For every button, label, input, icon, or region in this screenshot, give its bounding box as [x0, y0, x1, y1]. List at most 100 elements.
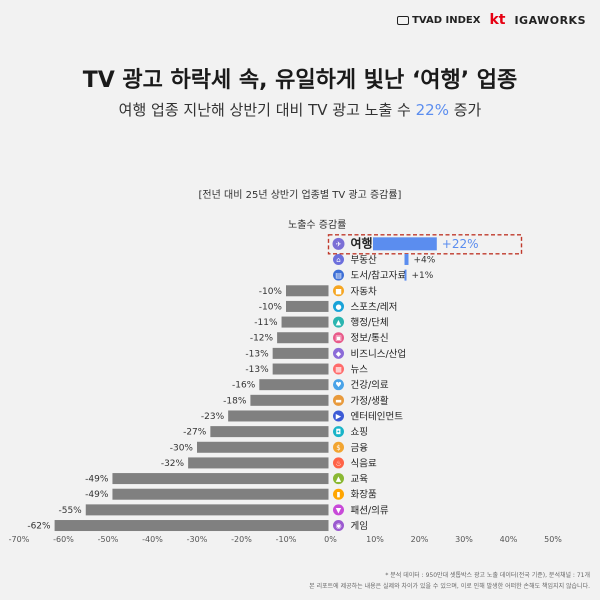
x-tick-label: -70%: [9, 535, 30, 544]
bar: [112, 488, 329, 500]
heart-icon-glyph: ♥: [335, 381, 341, 389]
book-icon: [333, 269, 344, 281]
value-label: -13%: [245, 365, 269, 375]
footnote-data-source: * 분석 데이터 : 950만대 셋톱박스 광고 노출 데이터(전국 기준), …: [385, 572, 590, 579]
x-tick-label: -10%: [276, 535, 297, 544]
bag-icon-glyph: ◘: [336, 428, 342, 436]
bar: [85, 504, 329, 516]
x-tick-label: 50%: [544, 535, 562, 544]
building-icon: [333, 316, 344, 328]
category-label: 정보/통신: [351, 333, 389, 344]
plane-icon-glyph: ✈: [336, 240, 342, 248]
news-icon: [333, 363, 344, 375]
value-label: -32%: [161, 459, 185, 469]
bar: [281, 316, 329, 328]
bar: [250, 394, 329, 406]
value-label: -12%: [250, 334, 274, 344]
category-label: 여행: [351, 235, 373, 250]
bar: [210, 426, 329, 438]
x-tick-label: -20%: [231, 535, 252, 544]
tvad-index-text: TVAD INDEX: [412, 14, 481, 26]
page-title: TV 광고 하락세 속, 유일하게 빛난 ‘여행’ 업종: [82, 68, 518, 93]
ball-icon: [333, 300, 344, 312]
bag-icon: [333, 426, 344, 438]
value-label: -10%: [259, 302, 283, 312]
gamepad-icon-glyph: ◉: [335, 522, 341, 530]
category-label: 교육: [351, 474, 369, 485]
shirt-icon-glyph: ▼: [336, 506, 342, 514]
value-label: -27%: [183, 428, 207, 438]
bar: [54, 520, 329, 532]
value-label: -13%: [245, 349, 269, 359]
subtitle-prefix: 여행 업종 지난해 상반기 대비 TV 광고 노출 수: [118, 101, 416, 119]
bar: [228, 410, 329, 422]
heart-icon: [333, 379, 344, 391]
value-label: -62%: [27, 522, 51, 532]
x-tick-label: 10%: [366, 535, 384, 544]
category-label: 식음료: [351, 458, 377, 469]
value-label: +22%: [442, 237, 479, 251]
gamepad-icon: [333, 520, 344, 532]
bar: [373, 237, 437, 251]
category-label: 금융: [351, 443, 369, 454]
logo-group: TVAD INDEX kt IGAWORKS: [397, 12, 586, 28]
laptop-icon: [333, 332, 344, 344]
x-tick-label: 40%: [500, 535, 518, 544]
category-label: 패션/의류: [351, 505, 389, 516]
value-label: -49%: [85, 490, 109, 500]
bar: [259, 379, 329, 391]
x-tick-label: 0%: [324, 535, 337, 544]
tvad-index-logo: TVAD INDEX: [397, 15, 480, 26]
cap-icon-glyph: ▲: [336, 475, 342, 483]
plane-icon: [332, 237, 345, 250]
bar: [197, 441, 329, 453]
category-label: 건강/의료: [351, 380, 389, 391]
subtitle-suffix: 증가: [448, 101, 482, 119]
bar: [188, 457, 329, 469]
footnote-disclaimer: 본 리포트에 제공하는 내용은 실제와 차이가 있을 수 있으며, 이로 인해 …: [309, 583, 590, 590]
x-tick-label: -60%: [53, 535, 74, 544]
bar: [404, 269, 407, 281]
subtitle-percent: 22%: [415, 101, 449, 119]
value-label: -11%: [254, 318, 278, 328]
laptop-icon-glyph: ▣: [335, 334, 342, 342]
building-icon-glyph: ▲: [336, 319, 342, 327]
sofa-icon-glyph: ▬: [335, 397, 342, 405]
x-tick-label: -50%: [98, 535, 119, 544]
x-tick-label: -40%: [142, 535, 163, 544]
x-tick-label: 20%: [411, 535, 429, 544]
category-label: 부동산: [351, 255, 377, 266]
value-label: -18%: [223, 396, 247, 406]
ball-icon-glyph: ●: [335, 303, 341, 311]
kt-text: kt: [489, 12, 506, 28]
series-label: 노출수 증감률: [288, 220, 347, 231]
car-icon: [333, 285, 344, 297]
bar: [286, 285, 329, 297]
value-label: +1%: [412, 271, 434, 281]
category-label: 엔터테인먼트: [351, 411, 404, 422]
coin-icon-glyph: $: [336, 444, 340, 452]
book-icon-glyph: ▤: [335, 272, 342, 280]
coin-icon: [333, 441, 344, 453]
house-icon: [333, 253, 344, 265]
value-label: +4%: [414, 255, 436, 265]
value-label: -30%: [170, 443, 194, 453]
x-tick-label: 30%: [455, 535, 473, 544]
bar: [272, 363, 329, 375]
briefcase-icon: [333, 347, 344, 359]
value-label: -16%: [232, 381, 256, 391]
value-label: -49%: [85, 475, 109, 485]
category-label: 스포츠/레저: [351, 302, 398, 313]
bar: [277, 332, 329, 344]
category-label: 가정/생활: [351, 395, 389, 407]
bar: [286, 300, 329, 312]
lipstick-icon-glyph: ▮: [337, 491, 341, 499]
value-label: -10%: [259, 287, 283, 297]
value-label: -55%: [58, 506, 82, 516]
house-icon-glyph: ⌂: [336, 256, 340, 264]
value-label: -23%: [201, 412, 225, 422]
category-label: 뉴스: [351, 365, 369, 376]
cap-icon: [333, 473, 344, 485]
chart-title: [전년 대비 25년 상반기 업종별 TV 광고 증감률]: [198, 190, 402, 201]
page-subtitle: 여행 업종 지난해 상반기 대비 TV 광고 노출 수 22% 증가: [0, 99, 600, 120]
